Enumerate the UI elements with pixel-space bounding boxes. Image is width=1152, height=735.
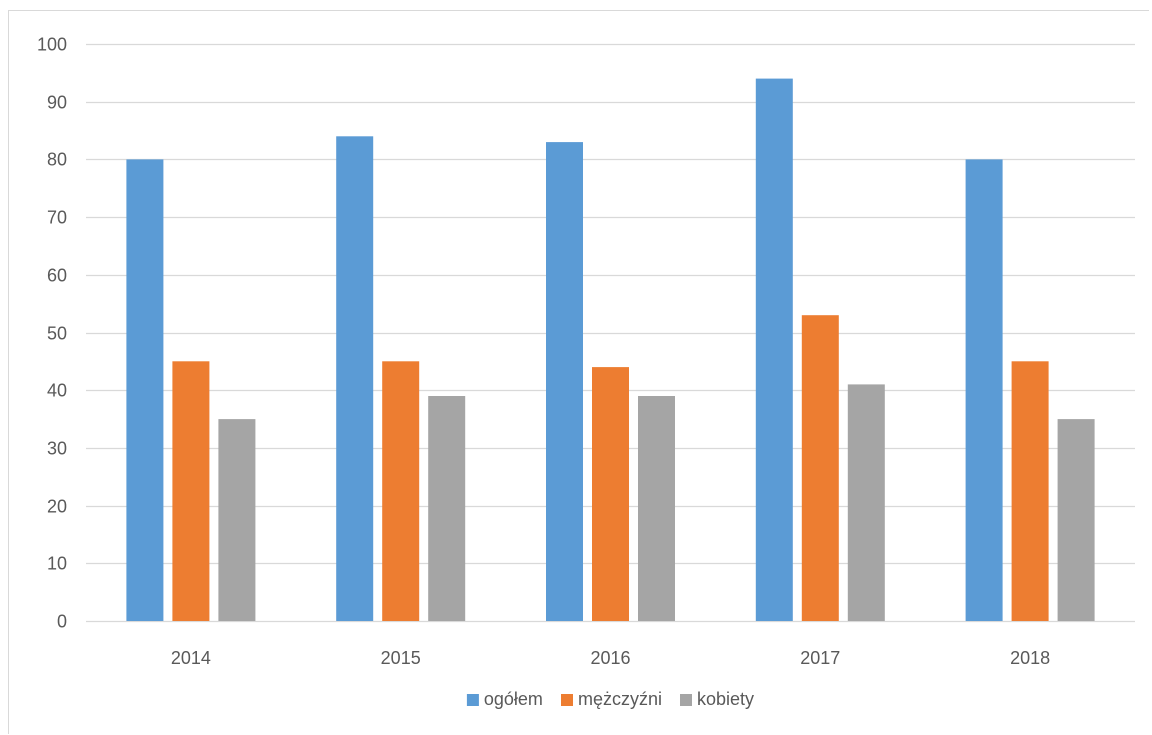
legend-swatch bbox=[680, 694, 692, 706]
y-tick-label: 90 bbox=[47, 93, 67, 113]
bar bbox=[546, 142, 583, 621]
bar bbox=[336, 136, 374, 622]
bar bbox=[1057, 419, 1095, 621]
bar bbox=[638, 396, 675, 621]
x-axis-tick-labels: 2014 2015 2016 2017 2018 bbox=[171, 648, 1050, 668]
bar bbox=[965, 159, 1003, 621]
x-tick-label: 2017 bbox=[800, 648, 840, 668]
y-tick-label: 30 bbox=[47, 439, 67, 459]
legend-label: kobiety bbox=[697, 689, 754, 709]
bar bbox=[755, 78, 793, 622]
y-tick-label: 20 bbox=[47, 497, 67, 517]
y-tick-label: 0 bbox=[57, 612, 67, 632]
y-axis-tick-labels: 0 10 20 30 40 50 60 70 80 90 100 bbox=[37, 35, 67, 632]
bar bbox=[126, 159, 164, 621]
x-tick-label: 2016 bbox=[590, 648, 630, 668]
y-tick-label: 40 bbox=[47, 381, 67, 401]
y-tick-label: 100 bbox=[37, 35, 67, 55]
bar bbox=[382, 361, 420, 621]
bars bbox=[126, 78, 1095, 622]
bar bbox=[218, 419, 256, 621]
y-tick-label: 50 bbox=[47, 324, 67, 344]
x-tick-label: 2018 bbox=[1010, 648, 1050, 668]
legend-label: mężczyźni bbox=[578, 689, 662, 709]
y-tick-label: 60 bbox=[47, 266, 67, 286]
y-tick-label: 10 bbox=[47, 554, 67, 574]
x-tick-label: 2014 bbox=[171, 648, 211, 668]
bar bbox=[592, 367, 629, 621]
x-tick-label: 2015 bbox=[381, 648, 421, 668]
legend-swatch bbox=[561, 694, 573, 706]
y-tick-label: 70 bbox=[47, 208, 67, 228]
bar bbox=[172, 361, 210, 621]
bar bbox=[1011, 361, 1049, 621]
y-tick-label: 80 bbox=[47, 150, 67, 170]
legend: ogółem mężczyźni kobiety bbox=[466, 689, 754, 709]
legend-swatch bbox=[466, 694, 479, 706]
bar bbox=[428, 396, 466, 621]
bar bbox=[801, 315, 839, 621]
bar bbox=[847, 384, 885, 621]
legend-label: ogółem bbox=[484, 689, 543, 709]
